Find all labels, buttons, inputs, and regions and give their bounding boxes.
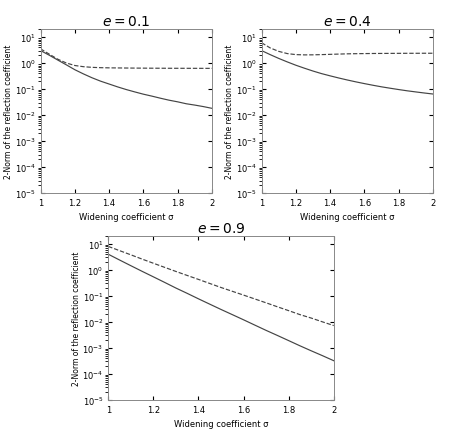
Y-axis label: 2-Norm of the reflection coefficient: 2-Norm of the reflection coefficient xyxy=(4,45,13,179)
Y-axis label: 2-Norm of the reflection coefficient: 2-Norm of the reflection coefficient xyxy=(225,45,234,179)
X-axis label: Widening coefficient σ: Widening coefficient σ xyxy=(300,213,395,222)
Title: $e = 0.9$: $e = 0.9$ xyxy=(197,221,245,235)
X-axis label: Widening coefficient σ: Widening coefficient σ xyxy=(174,419,268,428)
Title: $e = 0.4$: $e = 0.4$ xyxy=(323,15,372,29)
Y-axis label: 2-Norm of the reflection coefficient: 2-Norm of the reflection coefficient xyxy=(72,251,81,385)
Title: $e = 0.1$: $e = 0.1$ xyxy=(102,15,151,29)
X-axis label: Widening coefficient σ: Widening coefficient σ xyxy=(79,213,174,222)
